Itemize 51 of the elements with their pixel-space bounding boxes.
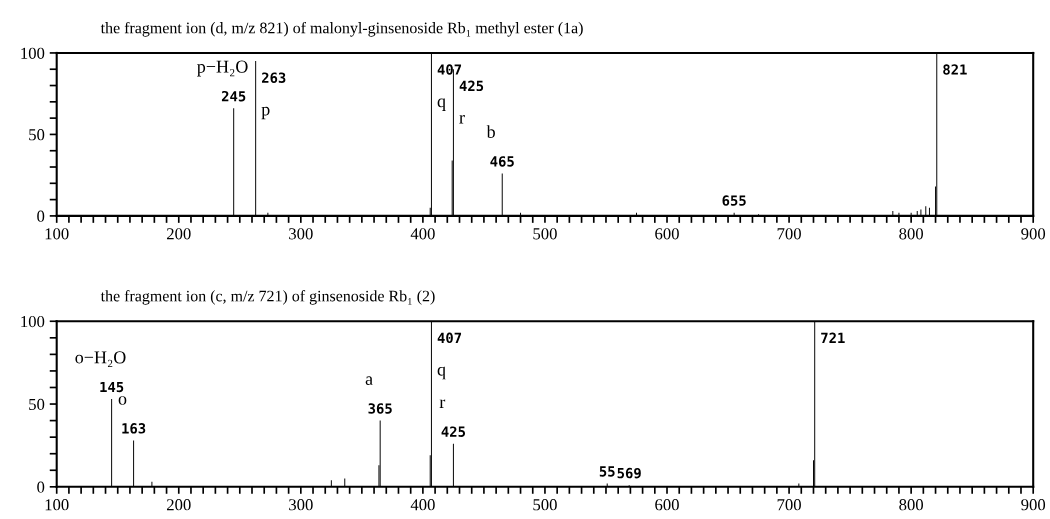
annotation: q (437, 366, 446, 380)
y-tick-label: 0 (37, 210, 45, 222)
y-tick-label: 0 (37, 481, 45, 493)
annotation: p−H₂O (197, 60, 248, 77)
x-tick-label: 800 (899, 499, 923, 511)
annotation: r (439, 399, 446, 408)
annotation: r (459, 114, 465, 124)
x-tick-label: 300 (289, 499, 313, 511)
annotation: p (261, 106, 270, 120)
chart-title: the fragment ion (d, m/z 821) of malonyl-ginsenoside Rb₁ methyl ester (1a) (100, 21, 583, 37)
y-tick-label: 100 (21, 47, 45, 59)
x-tick-label: 100 (45, 499, 69, 511)
x-tick-label: 600 (655, 499, 679, 511)
annotation: a (365, 376, 373, 385)
annotation: 655 (722, 195, 746, 206)
annotation: 821 (943, 64, 967, 75)
x-tick-label: 800 (899, 228, 923, 240)
x-tick-label: 400 (410, 228, 435, 240)
annotation: 465 (490, 156, 514, 167)
annotation: 263 (262, 72, 286, 83)
annotation: 407 (437, 64, 462, 75)
annotation: 55 (599, 466, 615, 477)
annotation: b (486, 125, 495, 138)
x-tick-label: 700 (777, 228, 801, 240)
annotation: 407 (437, 332, 462, 344)
y-tick-label: 50 (29, 398, 45, 410)
y-tick-label: 50 (29, 129, 45, 141)
annotation: 365 (368, 403, 392, 414)
x-tick-label: 300 (289, 228, 313, 240)
x-tick-label: 200 (166, 499, 191, 511)
x-tick-label: 900 (1021, 499, 1046, 511)
annotation: o (118, 396, 127, 405)
x-tick-label: 400 (410, 499, 435, 511)
annotation: 245 (221, 90, 246, 102)
annotation: 721 (821, 332, 845, 343)
chart-title: the fragment ion (c, m/z 721) of ginsenoside Rb₁ (2) (100, 290, 435, 305)
y-tick-label: 100 (21, 315, 45, 328)
x-tick-label: 600 (655, 228, 679, 240)
annotation: 425 (441, 426, 465, 437)
annotation: 569 (617, 467, 641, 479)
x-tick-label: 100 (45, 228, 69, 240)
annotation: 163 (122, 423, 146, 434)
annotation: 145 (100, 381, 124, 393)
x-tick-label: 200 (166, 228, 191, 240)
annotation: q (437, 98, 446, 111)
x-tick-label: 700 (777, 499, 801, 511)
x-tick-label: 500 (533, 499, 557, 511)
x-tick-label: 500 (533, 228, 557, 240)
annotation: 425 (459, 80, 484, 92)
annotation: o−H₂O (75, 351, 126, 367)
x-tick-label: 900 (1021, 228, 1046, 240)
